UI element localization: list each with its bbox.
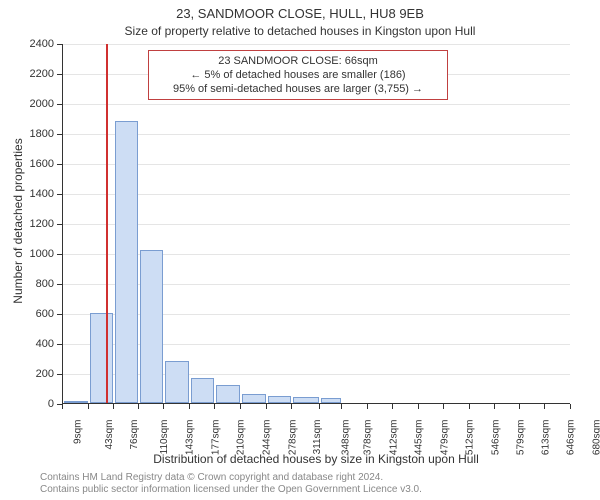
x-tick-label: 244sqm [261, 420, 272, 456]
y-tick-label: 200 [20, 368, 54, 380]
histogram-bar [165, 361, 189, 403]
x-tick-label: 646sqm [566, 420, 577, 456]
marker-line [106, 44, 108, 403]
y-tick-label: 2400 [20, 38, 54, 50]
annotation-line2: ← 5% of detached houses are smaller (186… [155, 68, 441, 82]
x-tick-mark [214, 404, 215, 409]
y-tick-label: 2200 [20, 68, 54, 80]
histogram-bar [216, 385, 240, 403]
x-tick-mark [544, 404, 545, 409]
footer-attribution: Contains HM Land Registry data © Crown c… [40, 472, 422, 496]
x-tick-label: 445sqm [414, 420, 425, 456]
x-tick-mark [494, 404, 495, 409]
gridline [63, 194, 570, 195]
x-tick-mark [443, 404, 444, 409]
y-tick-label: 0 [20, 398, 54, 410]
x-tick-mark [392, 404, 393, 409]
x-tick-label: 76sqm [129, 420, 140, 450]
x-tick-mark [319, 404, 320, 409]
histogram-bar [115, 121, 139, 403]
plot-area: 23 SANDMOOR CLOSE: 66sqm ← 5% of detache… [62, 44, 570, 404]
gridline [63, 134, 570, 135]
x-tick-label: 479sqm [439, 420, 450, 456]
x-tick-label: 412sqm [389, 420, 400, 456]
x-tick-mark [62, 404, 63, 409]
y-tick-label: 600 [20, 308, 54, 320]
chart-container: 23, SANDMOOR CLOSE, HULL, HU8 9EB Size o… [0, 0, 600, 500]
gridline [63, 284, 570, 285]
annotation-line3: 95% of semi-detached houses are larger (… [155, 82, 441, 96]
x-tick-label: 546sqm [490, 420, 501, 456]
x-tick-label: 512sqm [464, 420, 475, 456]
annotation-line1: 23 SANDMOOR CLOSE: 66sqm [155, 54, 441, 68]
y-tick-label: 1800 [20, 128, 54, 140]
histogram-bar [293, 397, 319, 403]
x-tick-label: 311sqm [311, 420, 322, 455]
gridline [63, 344, 570, 345]
histogram-bar [242, 394, 266, 403]
histogram-bar [321, 398, 342, 403]
x-tick-mark [88, 404, 89, 409]
x-tick-mark [519, 404, 520, 409]
x-tick-label: 177sqm [211, 420, 222, 456]
y-tick-label: 1400 [20, 188, 54, 200]
y-tick-label: 2000 [20, 98, 54, 110]
histogram-bar [268, 396, 291, 404]
y-tick-label: 400 [20, 338, 54, 350]
x-tick-label: 680sqm [592, 420, 600, 456]
x-tick-mark [418, 404, 419, 409]
gridline [63, 314, 570, 315]
y-tick-label: 1600 [20, 158, 54, 170]
y-tick-label: 1200 [20, 218, 54, 230]
x-tick-label: 613sqm [541, 420, 552, 456]
histogram-bar [140, 250, 163, 403]
x-tick-label: 278sqm [287, 420, 298, 456]
x-tick-label: 210sqm [236, 420, 247, 456]
footer-line1: Contains HM Land Registry data © Crown c… [40, 472, 422, 484]
footer-line2: Contains public sector information licen… [40, 484, 422, 496]
x-tick-mark [138, 404, 139, 409]
x-tick-mark [367, 404, 368, 409]
x-tick-mark [266, 404, 267, 409]
x-tick-label: 378sqm [363, 420, 374, 456]
x-tick-label: 43sqm [104, 420, 115, 450]
x-tick-label: 143sqm [185, 420, 196, 456]
histogram-bar [90, 313, 113, 403]
x-tick-mark [469, 404, 470, 409]
x-tick-mark [163, 404, 164, 409]
x-tick-mark [341, 404, 342, 409]
x-tick-label: 348sqm [340, 420, 351, 456]
chart-title-address: 23, SANDMOOR CLOSE, HULL, HU8 9EB [0, 6, 600, 21]
gridline [63, 224, 570, 225]
x-tick-label: 579sqm [515, 420, 526, 456]
x-tick-mark [240, 404, 241, 409]
y-tick-label: 800 [20, 278, 54, 290]
histogram-bar [64, 401, 88, 403]
annotation-box: 23 SANDMOOR CLOSE: 66sqm ← 5% of detache… [148, 50, 448, 100]
gridline [63, 104, 570, 105]
y-tick-label: 1000 [20, 248, 54, 260]
x-tick-mark [291, 404, 292, 409]
gridline [63, 254, 570, 255]
gridline [63, 164, 570, 165]
x-tick-mark [189, 404, 190, 409]
x-tick-mark [570, 404, 571, 409]
x-tick-label: 9sqm [72, 420, 83, 444]
x-axis-label: Distribution of detached houses by size … [62, 452, 570, 466]
x-tick-label: 110sqm [159, 420, 170, 455]
x-tick-mark [113, 404, 114, 409]
gridline [63, 374, 570, 375]
gridline [63, 44, 570, 45]
chart-subtitle: Size of property relative to detached ho… [0, 24, 600, 38]
histogram-bar [191, 378, 214, 404]
